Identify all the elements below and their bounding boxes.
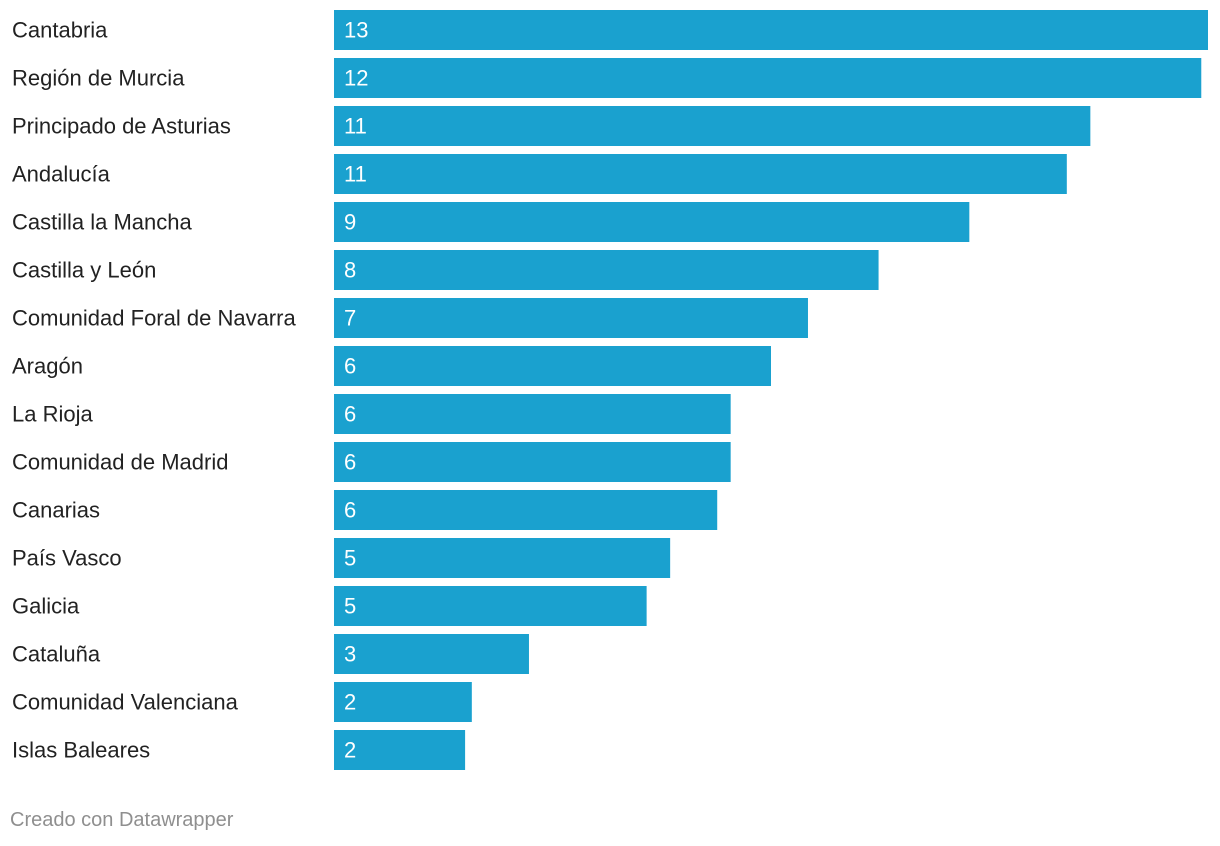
bar-value-label: 11 bbox=[344, 114, 367, 139]
category-label: Andalucía bbox=[12, 162, 111, 187]
bar-value-label: 6 bbox=[344, 450, 356, 475]
category-label: Comunidad de Madrid bbox=[12, 450, 228, 475]
category-label: Aragón bbox=[12, 354, 83, 379]
bar bbox=[334, 538, 671, 578]
bar bbox=[334, 106, 1091, 146]
bar-chart: Cantabria 13 Región de Murcia 12 Principado … bbox=[12, 10, 1208, 770]
category-label: Región de Murcia bbox=[12, 66, 185, 91]
bar bbox=[334, 490, 718, 530]
category-label: Comunidad Foral de Navarra bbox=[12, 306, 296, 331]
bar bbox=[334, 682, 472, 722]
bar bbox=[334, 298, 808, 338]
bar-value-label: 8 bbox=[344, 258, 356, 283]
bar bbox=[334, 202, 970, 242]
bar bbox=[334, 154, 1067, 194]
bar bbox=[334, 442, 731, 482]
bar-value-label: 6 bbox=[344, 498, 356, 523]
bar-value-label: 13 bbox=[344, 18, 368, 43]
bar-value-label: 2 bbox=[344, 690, 356, 715]
category-label: Islas Baleares bbox=[12, 738, 150, 763]
bar-value-label: 5 bbox=[344, 594, 356, 619]
bar-value-label: 9 bbox=[344, 210, 356, 235]
bar-value-label: 6 bbox=[344, 402, 356, 427]
category-label: Comunidad Valenciana bbox=[12, 690, 239, 715]
category-label: Cataluña bbox=[12, 642, 101, 667]
bar-value-label: 12 bbox=[344, 66, 368, 91]
category-label: Cantabria bbox=[12, 18, 108, 43]
bar bbox=[334, 250, 879, 290]
category-label: Galicia bbox=[12, 594, 80, 619]
bar-value-label: 11 bbox=[344, 162, 367, 187]
bar bbox=[334, 586, 647, 626]
category-label: Castilla la Mancha bbox=[12, 210, 193, 235]
category-label: Canarias bbox=[12, 498, 100, 523]
bar bbox=[334, 58, 1202, 98]
bar bbox=[334, 10, 1208, 50]
category-label: Principado de Asturias bbox=[12, 114, 231, 139]
bar bbox=[334, 730, 466, 770]
category-label: La Rioja bbox=[12, 402, 93, 427]
bar bbox=[334, 394, 731, 434]
category-label: País Vasco bbox=[12, 546, 122, 571]
credit-footer: Creado con Datawrapper bbox=[10, 809, 234, 831]
bar-value-label: 3 bbox=[344, 642, 356, 667]
bar-value-label: 7 bbox=[344, 306, 356, 331]
category-label: Castilla y León bbox=[12, 258, 156, 283]
bar-value-label: 5 bbox=[344, 546, 356, 571]
bar-value-label: 6 bbox=[344, 354, 356, 379]
bar-value-label: 2 bbox=[344, 738, 356, 763]
bar bbox=[334, 346, 771, 386]
bar bbox=[334, 634, 529, 674]
